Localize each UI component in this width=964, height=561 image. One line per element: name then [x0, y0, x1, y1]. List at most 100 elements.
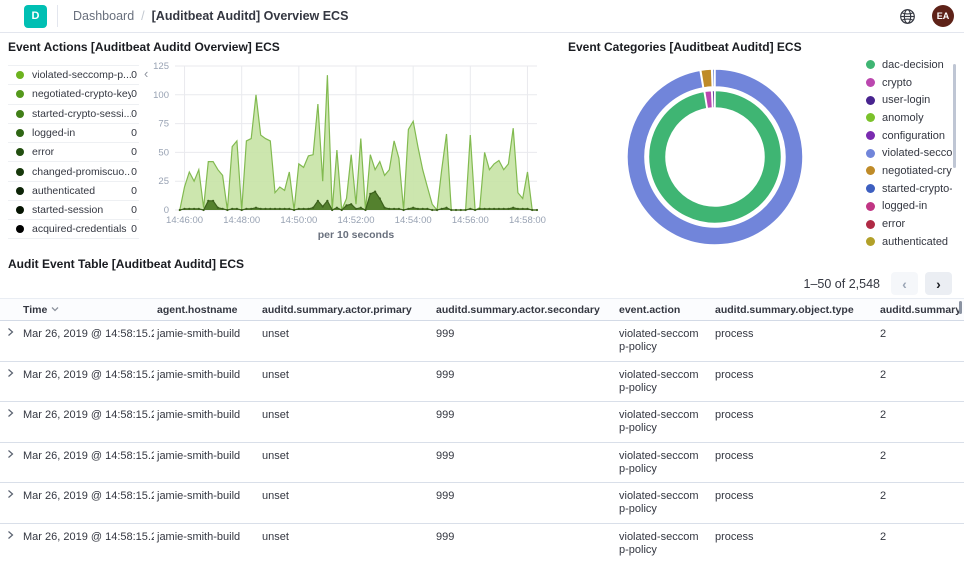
svg-text:50: 50 [158, 147, 169, 158]
legend-item[interactable]: changed-promiscuo... 0 [8, 161, 139, 180]
series-color-dot [16, 109, 24, 118]
table-row: Mar 26, 2019 @ 14:58:15.245jamie-smith-b… [0, 361, 964, 403]
legend-item[interactable]: started-crypto-se... [866, 180, 952, 198]
legend-item[interactable]: logged-in 0 [8, 122, 139, 142]
legend-item[interactable]: crypto [866, 74, 952, 92]
legend-item[interactable]: acquired-credentials 0 [8, 219, 139, 239]
donut-segment-user-login[interactable] [711, 89, 716, 109]
donut-segment-started-crypto-session[interactable] [711, 68, 716, 88]
series-color-dot [866, 78, 875, 88]
table-cell: jamie-smith-build [154, 523, 259, 561]
legend-item[interactable]: error [866, 215, 952, 233]
table-cell: Mar 26, 2019 @ 14:58:15.245 [20, 320, 154, 362]
series-color-dot [16, 90, 24, 99]
table-cell: Mar 26, 2019 @ 14:58:15.245 [20, 523, 154, 561]
legend-item[interactable]: error 0 [8, 142, 139, 161]
breadcrumb-separator: / [141, 9, 145, 23]
breadcrumb-dashboard[interactable]: Dashboard [73, 9, 135, 23]
svg-text:14:54:00: 14:54:00 [395, 215, 432, 226]
expand-row-icon[interactable] [6, 408, 15, 422]
legend-item[interactable]: started-crypto-sessi... 0 [8, 103, 139, 123]
svg-text:14:58:00: 14:58:00 [509, 215, 546, 226]
legend-item-value: 0 [131, 107, 137, 120]
table-scrollbar[interactable] [959, 301, 962, 314]
chevron-left-icon[interactable]: ‹ [144, 66, 149, 81]
expand-row-icon[interactable] [6, 530, 15, 544]
legend-item-label: authenticated [32, 184, 96, 197]
legend-item[interactable]: authenticated 0 [8, 180, 139, 200]
event-categories-legend: dac-decision crypto user-login anomoly confi… [866, 56, 952, 251]
table-row: Mar 26, 2019 @ 14:58:15.245jamie-smith-b… [0, 482, 964, 524]
legend-item-value: 0 [131, 127, 137, 140]
table-cell: 2 [877, 442, 964, 484]
table-cell: unset [259, 442, 433, 484]
event-categories-donut-chart [626, 68, 804, 246]
donut-segment-negotiated-crypto-key[interactable] [699, 68, 714, 89]
table-cell: Mar 26, 2019 @ 14:58:15.245 [20, 401, 154, 443]
legend-item[interactable]: authenticated [866, 233, 952, 251]
legend-item[interactable]: anomoly [866, 109, 952, 127]
legend-item[interactable]: negotiated-crypto-key 0 [8, 84, 139, 103]
legend-item-value: 0 [131, 146, 137, 159]
table-cell: 2 [877, 401, 964, 443]
top-navbar: D Dashboard / [Auditbeat Auditd] Overvie… [0, 0, 964, 33]
legend-item-label: negotiated-crypto-key [32, 88, 132, 101]
series-color-dot [16, 148, 24, 157]
table-cell: jamie-smith-build [154, 361, 259, 403]
legend-item-label: started-session [32, 204, 104, 217]
legend-item[interactable]: dac-decision [866, 56, 952, 74]
svg-text:0: 0 [164, 205, 169, 216]
legend-item-label: authenticated [882, 235, 949, 248]
event-categories-panel-title: Event Categories [Auditbeat Auditd] ECS [568, 40, 802, 54]
series-color-dot [866, 148, 875, 158]
legend-item-label: violated-seccomp-p... [32, 69, 132, 82]
user-avatar[interactable]: EA [932, 5, 954, 27]
series-color-dot [866, 201, 875, 211]
svg-text:25: 25 [158, 176, 169, 187]
legend-item[interactable]: configuration [866, 127, 952, 145]
column-header: auditd.summary [877, 298, 964, 321]
expand-row-icon[interactable] [6, 489, 15, 503]
legend-item[interactable]: started-session 0 [8, 200, 139, 219]
svg-text:14:56:00: 14:56:00 [452, 215, 489, 226]
pagination-prev-button[interactable]: ‹ [891, 272, 918, 295]
series-color-dot [866, 113, 875, 123]
svg-text:14:50:00: 14:50:00 [280, 215, 317, 226]
page-title: [Auditbeat Auditd] Overview ECS [151, 9, 349, 23]
legend-item[interactable]: violated-seccomp-p... 0 [8, 65, 139, 84]
donut-segment-dac-decision[interactable] [647, 89, 783, 225]
event-actions-area-chart: 0 25 50 75 100 125 14:46:00 14:48:00 14:50:00 14:… [153, 61, 546, 241]
column-header-time[interactable]: Time [20, 298, 154, 321]
expand-row-icon[interactable] [6, 449, 15, 463]
legend-item[interactable]: logged-in [866, 198, 952, 216]
expand-row-icon[interactable] [6, 368, 15, 382]
table-cell: jamie-smith-build [154, 442, 259, 484]
globe-icon[interactable] [898, 7, 916, 25]
table-cell: process [712, 523, 877, 561]
expand-row-icon[interactable] [6, 327, 15, 341]
legend-item-label: logged-in [32, 127, 76, 140]
legend-item-label: dac-decision [882, 58, 944, 71]
svg-text:per 10 seconds: per 10 seconds [318, 229, 395, 241]
table-cell: 2 [877, 482, 964, 524]
legend-item[interactable]: violated-seccomp... [866, 144, 952, 162]
legend-item[interactable]: negotiated-crypto... [866, 162, 952, 180]
table-cell: process [712, 482, 877, 524]
legend-item[interactable]: user-login [866, 91, 952, 109]
legend-item-label: violated-seccomp... [882, 147, 952, 160]
table-cell: violated-seccomp-policy [616, 482, 712, 524]
legend-scrollbar[interactable] [953, 64, 956, 168]
table-cell: process [712, 442, 877, 484]
series-color-dot [866, 184, 875, 194]
table-cell: 2 [877, 320, 964, 362]
legend-item-label: started-crypto-sessi... [32, 107, 132, 120]
pagination-next-button[interactable]: › [925, 272, 952, 295]
table-cell: jamie-smith-build [154, 320, 259, 362]
table-cell: 999 [433, 401, 616, 443]
donut-segment-violated-seccomp-policy[interactable] [626, 68, 804, 246]
legend-item-label: crypto [882, 76, 912, 89]
kibana-dashboard-logo[interactable]: D [24, 4, 47, 28]
nav-divider [57, 5, 58, 27]
series-color-dot [866, 131, 875, 141]
legend-item-label: acquired-credentials [32, 223, 127, 236]
